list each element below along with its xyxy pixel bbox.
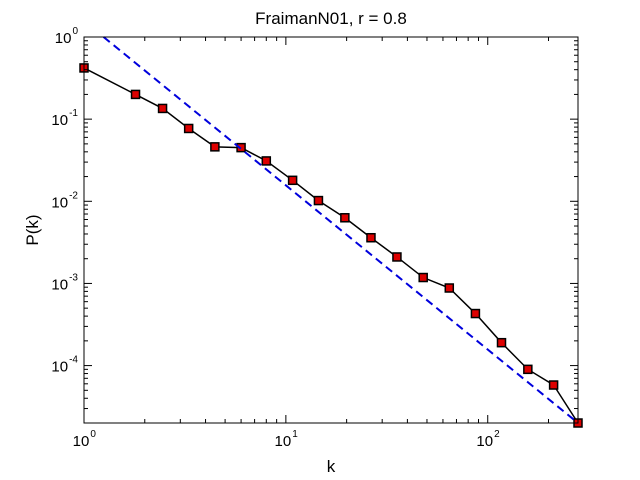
y-tick-label-base: 10 bbox=[51, 359, 68, 376]
y-tick-label-exp: 0 bbox=[72, 26, 78, 37]
x-tick-label-exp: 2 bbox=[494, 429, 500, 440]
x-tick-label-base: 10 bbox=[73, 433, 90, 450]
y-tick-label-base: 10 bbox=[55, 30, 72, 47]
data-point-marker bbox=[130, 89, 141, 100]
x-axis-label: k bbox=[327, 457, 336, 476]
data-point-marker bbox=[210, 142, 220, 152]
x-tick-label: 10 1 bbox=[275, 429, 299, 450]
y-tick-label-base: 10 bbox=[51, 276, 68, 293]
y-tick-label-exp: -4 bbox=[69, 355, 78, 366]
y-tick-label-exp: -2 bbox=[69, 190, 78, 201]
data-point-marker bbox=[418, 272, 428, 283]
x-tick-label: 10 2 bbox=[476, 429, 500, 450]
data-point-marker bbox=[183, 123, 194, 134]
x-tick-label-base: 10 bbox=[476, 433, 493, 450]
y-tick-label-base: 10 bbox=[51, 112, 68, 129]
plot-frame bbox=[83, 36, 579, 424]
y-tick-label: 10 -1 bbox=[51, 108, 78, 129]
x-tick-label-base: 10 bbox=[275, 433, 292, 450]
data-point-marker bbox=[444, 283, 455, 293]
y-tick-label-exp: -3 bbox=[69, 272, 78, 283]
y-axis-label: P(k) bbox=[23, 214, 42, 245]
y-tick-label: 10 -2 bbox=[51, 190, 78, 211]
y-tick-label-exp: -1 bbox=[69, 108, 78, 119]
data-point-marker bbox=[287, 175, 298, 186]
fit-line bbox=[102, 36, 579, 424]
data-point-marker bbox=[392, 252, 402, 262]
chart-title: FraimanN01, r = 0.8 bbox=[255, 9, 407, 28]
data-point-marker bbox=[340, 213, 350, 223]
data-point-marker bbox=[548, 380, 559, 390]
y-tick-label-base: 10 bbox=[51, 194, 68, 211]
tick-layer bbox=[83, 36, 578, 424]
plot-background bbox=[84, 37, 578, 423]
x-tick-label: 10 0 bbox=[73, 429, 97, 450]
y-tick-label: 10 -4 bbox=[51, 355, 78, 376]
label-layer: 10 0 10 1 10 210 010 -110 -210 -310 -4 bbox=[51, 26, 500, 450]
data-point-marker bbox=[313, 195, 324, 206]
data-point-marker bbox=[523, 364, 533, 375]
x-tick-label-exp: 1 bbox=[292, 429, 298, 440]
data-point-marker bbox=[261, 156, 272, 166]
data-point-marker bbox=[470, 308, 481, 319]
data-point-marker bbox=[366, 232, 376, 243]
series-layer bbox=[79, 36, 583, 428]
y-tick-label: 10 -3 bbox=[51, 272, 78, 293]
x-tick-label-exp: 0 bbox=[90, 429, 96, 440]
data-point-marker bbox=[157, 103, 168, 114]
y-tick-label: 10 0 bbox=[55, 26, 79, 47]
data-point-marker bbox=[496, 337, 507, 348]
